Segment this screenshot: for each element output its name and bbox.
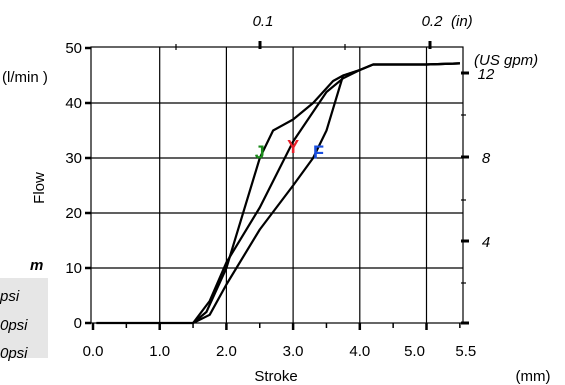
x-tick-label: 3.0 [283,343,304,360]
axis-ticks [85,41,469,330]
y-tick-label: 0 [74,315,82,332]
series-label-y: Y [287,137,299,157]
legend-row: 0psi [0,345,28,362]
grid-lines [91,47,463,323]
series-lines [96,62,460,325]
x-tick-label: 4.0 [349,343,370,360]
y-axis-label: Flow [31,172,48,204]
top-axis-tick-label: 0.2 [422,13,444,30]
legend-partial: m psi 0psi 0psi [0,257,48,362]
y-tick-label: 40 [65,95,82,112]
y-tick-label: 10 [65,260,82,277]
legend-row: 0psi [0,317,28,334]
x-tick-label: 1.0 [149,343,170,360]
legend-row: psi [0,288,20,305]
series-label-f: F [313,143,324,163]
y-tick-label: 20 [65,205,82,222]
x-tick-label: 2.0 [216,343,237,360]
right-axis-tick-label: 8 [482,150,491,167]
x-tick-label: 5.0 [404,343,425,360]
x-tick-label: 0.0 [83,343,104,360]
top-axis-tick-label: 0.1 [253,13,274,30]
x-axis-unit: (mm) [516,368,551,385]
series-line-f [192,62,460,324]
y-tick-label: 50 [65,40,82,57]
axis-labels: 0.0 1.0 2.0 3.0 4.0 5.0 5.5 0 10 20 30 40 50 0.1 0.2 4 8… [65,13,495,360]
y-axis-unit: (l/min ) [2,69,48,86]
right-axis-tick-label: 12 [478,66,495,83]
right-axis-tick-label: 4 [482,234,490,251]
right-axis-unit: (US gpm) [474,52,538,69]
series-line-j [192,62,460,324]
legend-heading-fragment: m [30,257,43,274]
series-line-y [192,62,460,324]
x-tick-label: 5.5 [455,343,476,360]
legend-box [0,278,48,358]
top-axis-unit: (in) [451,13,473,30]
plot-frame [90,46,464,324]
x-axis-label: Stroke [254,368,297,385]
series-label-j: J [255,143,265,163]
y-tick-label: 30 [65,150,82,167]
